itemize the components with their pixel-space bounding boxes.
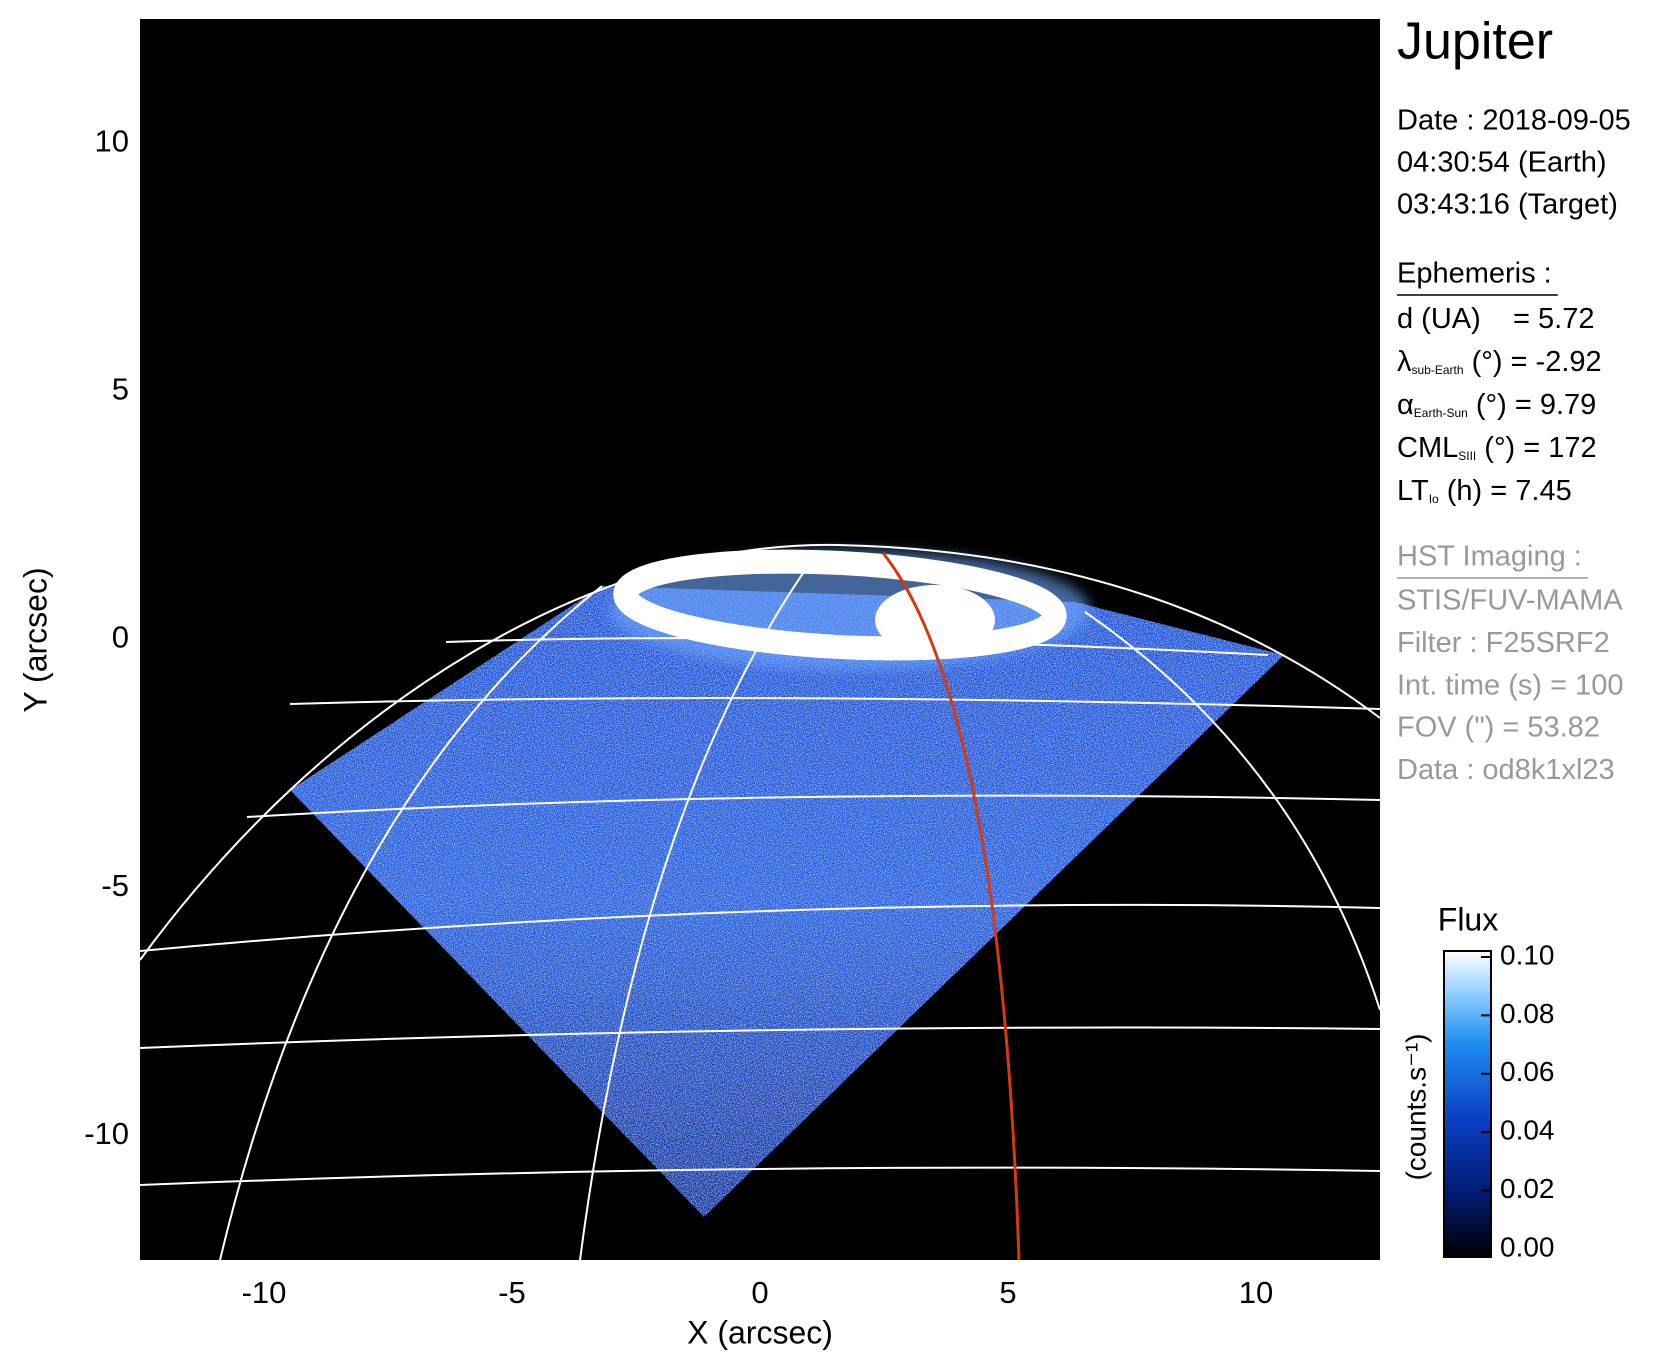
- ephemeris-symbol: d (UA) = 5.72: [1397, 303, 1594, 335]
- y-tick-label: -10: [84, 1116, 129, 1151]
- date-line: 03:43:16 (Target): [1397, 189, 1618, 221]
- ephemeris-symbol: α: [1397, 389, 1414, 421]
- observed-region: [290, 586, 1284, 1217]
- colorbar-label: (counts.s⁻¹): [1400, 1033, 1431, 1180]
- io-footprint: [881, 552, 1021, 1260]
- colorbar-title: Flux: [1438, 901, 1498, 937]
- x-tick-label: 10: [1239, 1275, 1273, 1310]
- date-line: 04:30:54 (Earth): [1397, 147, 1607, 179]
- ephemeris-symbol: λ: [1397, 346, 1412, 378]
- ephemeris-subscript: sub-Earth: [1412, 363, 1464, 377]
- colorbar-tick-label: 0.10: [1500, 939, 1555, 970]
- ephemeris-line: αEarth-Sun (°) = 9.79: [1397, 389, 1596, 421]
- imaging-line: Filter : F25SRF2: [1397, 627, 1610, 659]
- x-tick-label: -5: [498, 1275, 526, 1310]
- info-panel: Jupiter Date : 2018-09-05 04:30:54 (Earth)…: [1397, 13, 1631, 786]
- colorbar-tick-label: 0.06: [1500, 1056, 1555, 1087]
- colorbar-tick-label: 0.00: [1500, 1231, 1555, 1262]
- ephemeris-value: (°) = 172: [1476, 432, 1596, 464]
- colorbar: [1443, 950, 1492, 1258]
- y-axis-label: Y (arcsec): [17, 567, 53, 712]
- x-tick-label: -10: [242, 1275, 287, 1310]
- x-tick-label: 0: [751, 1275, 768, 1310]
- ephemeris-value: (h) = 7.45: [1439, 475, 1572, 507]
- ephemeris-symbol: CML: [1397, 432, 1458, 464]
- date-line: Date : 2018-09-05: [1397, 105, 1631, 137]
- section-title: HST Imaging :: [1397, 541, 1582, 573]
- colorbar-tick-label: 0.08: [1500, 998, 1555, 1029]
- y-tick-label: -5: [101, 868, 129, 903]
- ephemeris-line: LTIo (h) = 7.45: [1397, 475, 1572, 507]
- imaging-line: STIS/FUV-MAMA: [1397, 585, 1623, 617]
- ephemeris-subscript: Io: [1429, 492, 1439, 506]
- auroral-oval: [613, 549, 1067, 661]
- imaging-line: Data : od8k1xl23: [1397, 754, 1615, 786]
- colorbar-tick-label: 0.04: [1500, 1115, 1555, 1146]
- ephemeris-line: d (UA) = 5.72: [1397, 303, 1594, 335]
- y-tick-label: 0: [112, 620, 129, 655]
- ephemeris-subscript: SIII: [1458, 449, 1476, 463]
- ephemeris-symbol: LT: [1397, 475, 1429, 507]
- imaging-line: Int. time (s) = 100: [1397, 669, 1623, 701]
- y-tick-label: 5: [112, 371, 129, 406]
- planet-grid: [140, 543, 1380, 1260]
- x-axis-label: X (arcsec): [687, 1314, 833, 1350]
- section-title: Ephemeris :: [1397, 258, 1552, 290]
- x-tick-label: 5: [999, 1275, 1016, 1310]
- image: [140, 543, 1380, 1260]
- colorbar-tick-label: 0.02: [1500, 1173, 1555, 1204]
- plot-area: [140, 19, 1380, 1260]
- ephemeris-value: (°) = 9.79: [1468, 389, 1596, 421]
- y-tick-label: 10: [95, 123, 129, 158]
- imaging-line: FOV (") = 53.82: [1397, 712, 1600, 744]
- target-name: Jupiter: [1397, 13, 1553, 71]
- aurora-spot: [875, 585, 995, 655]
- ephemeris-line: λsub-Earth (°) = -2.92: [1397, 346, 1602, 378]
- ephemeris-value: (°) = -2.92: [1464, 346, 1602, 378]
- ephemeris-line: CMLSIII (°) = 172: [1397, 432, 1597, 464]
- ephemeris-subscript: Earth-Sun: [1414, 406, 1468, 420]
